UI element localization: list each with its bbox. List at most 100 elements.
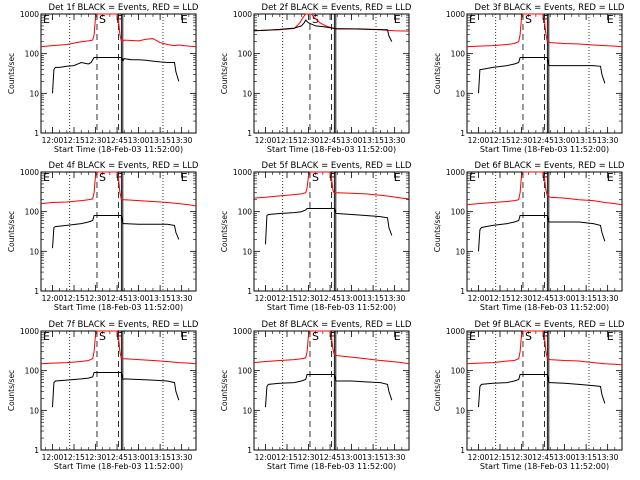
events-series-line [253,19,393,42]
y-tick-label: 100 [25,367,40,376]
y-axis-label: Counts/sec [433,53,442,94]
y-axis-label: Counts/sec [7,370,16,411]
x-tick-label: 12:45 [532,294,554,303]
y-tick-label: 1 [34,446,39,455]
x-axis-label: Start Time (18-Feb-03 11:52:00) [267,462,396,471]
y-tick-label: 100 [238,50,253,59]
x-tick-label: 13:00 [554,294,576,303]
panel-title: Det 6f BLACK = Events, RED = LLD [475,161,625,171]
interval-marker-label: E [43,171,50,184]
lld-series-line [466,171,623,206]
x-tick-label: 12:00 [255,294,277,303]
interval-marker-label: E [394,13,401,26]
interval-marker-label: E [607,13,614,26]
x-tick-label: 12:15 [489,136,511,145]
panel-title: Det 7f BLACK = Events, RED = LLD [49,320,199,330]
x-tick-label: 12:30 [298,294,320,303]
x-tick-label: 12:30 [85,294,107,303]
panel-det-9: Det 9f BLACK = Events, RED = LLD 1 10 100 10… [433,320,625,471]
x-tick-label: 12:00 [468,294,490,303]
panel-title: Det 9f BLACK = Events, RED = LLD [475,320,625,330]
x-axis-label: Start Time (18-Feb-03 11:52:00) [54,303,183,312]
x-tick-label: 12:45 [532,136,554,145]
interval-marker-label: S [525,13,532,26]
x-tick-label: 12:15 [489,453,511,462]
interval-marker-label: F [116,330,122,343]
x-tick-label: 13:30 [384,294,406,303]
interval-marker-label: S [99,13,106,26]
x-tick-label: 13:30 [171,453,193,462]
interval-marker-label: E [43,13,50,26]
x-tick-label: 12:15 [63,453,85,462]
lld-series-line [466,13,623,48]
y-axis-label: Counts/sec [220,370,229,411]
x-tick-label: 12:00 [42,453,64,462]
x-tick-label: 13:00 [341,136,363,145]
interval-marker-label: E [181,13,188,26]
x-tick-label: 12:45 [106,453,128,462]
panel-title: Det 1f BLACK = Events, RED = LLD [49,3,199,13]
y-tick-label: 1 [247,446,252,455]
x-tick-label: 12:30 [85,136,107,145]
events-series-line [478,374,606,408]
y-tick-label: 10 [29,406,39,415]
interval-marker-label: F [329,171,335,184]
x-tick-label: 12:15 [276,136,298,145]
x-tick-label: 13:15 [362,453,384,462]
events-series-line [265,208,393,245]
x-tick-label: 13:00 [341,294,363,303]
x-tick-label: 12:00 [468,136,490,145]
interval-marker-label: E [469,330,476,343]
panel-title: Det 3f BLACK = Events, RED = LLD [475,3,625,13]
interval-marker-label: E [181,171,188,184]
x-tick-label: 13:00 [341,453,363,462]
y-tick-label: 1 [34,287,39,296]
events-series-line [52,215,180,249]
y-tick-label: 10 [29,247,39,256]
x-tick-label: 13:30 [171,136,193,145]
y-tick-label: 1 [460,287,465,296]
x-tick-label: 12:45 [106,294,128,303]
interval-marker-label: F [542,330,548,343]
interval-marker-label: F [542,13,548,26]
interval-marker-label: S [99,171,106,184]
panel-det-4: Det 4f BLACK = Events, RED = LLD 1 10 100 10… [7,161,199,312]
x-axis-label: Start Time (18-Feb-03 11:52:00) [480,303,609,312]
events-series-line [52,57,180,94]
y-tick-label: 100 [25,50,40,59]
x-tick-label: 12:00 [255,136,277,145]
x-tick-label: 13:15 [575,453,597,462]
x-tick-label: 12:15 [63,294,85,303]
y-axis-label: Counts/sec [7,53,16,94]
panel-title: Det 2f BLACK = Events, RED = LLD [262,3,412,13]
y-tick-label: 100 [25,208,40,217]
interval-marker-label: S [312,330,319,343]
x-tick-label: 13:00 [554,136,576,145]
y-tick-label: 100 [451,50,466,59]
interval-marker-label: S [312,171,319,184]
x-tick-label: 12:00 [42,294,64,303]
y-axis-label: Counts/sec [433,211,442,252]
y-axis-label: Counts/sec [7,211,16,252]
y-tick-label: 10 [29,89,39,98]
y-tick-label: 1000 [233,168,252,177]
x-tick-label: 13:00 [554,453,576,462]
y-tick-label: 10 [242,247,252,256]
x-tick-label: 13:00 [128,453,150,462]
interval-marker-label: S [312,13,319,26]
x-tick-label: 13:30 [384,136,406,145]
y-tick-label: 10 [242,406,252,415]
x-tick-label: 12:00 [468,453,490,462]
x-tick-label: 12:45 [319,294,341,303]
x-axis-label: Start Time (18-Feb-03 11:52:00) [54,145,183,154]
x-tick-label: 13:00 [128,136,150,145]
x-tick-label: 12:15 [276,453,298,462]
y-axis-label: Counts/sec [220,211,229,252]
panel-title: Det 5f BLACK = Events, RED = LLD [262,161,412,171]
panel-det-3: Det 3f BLACK = Events, RED = LLD 1 10 100 10… [433,3,625,154]
y-tick-label: 1000 [446,327,465,336]
y-tick-label: 1 [460,129,465,138]
interval-marker-label: E [607,171,614,184]
y-axis-label: Counts/sec [220,53,229,94]
y-tick-label: 1 [460,446,465,455]
